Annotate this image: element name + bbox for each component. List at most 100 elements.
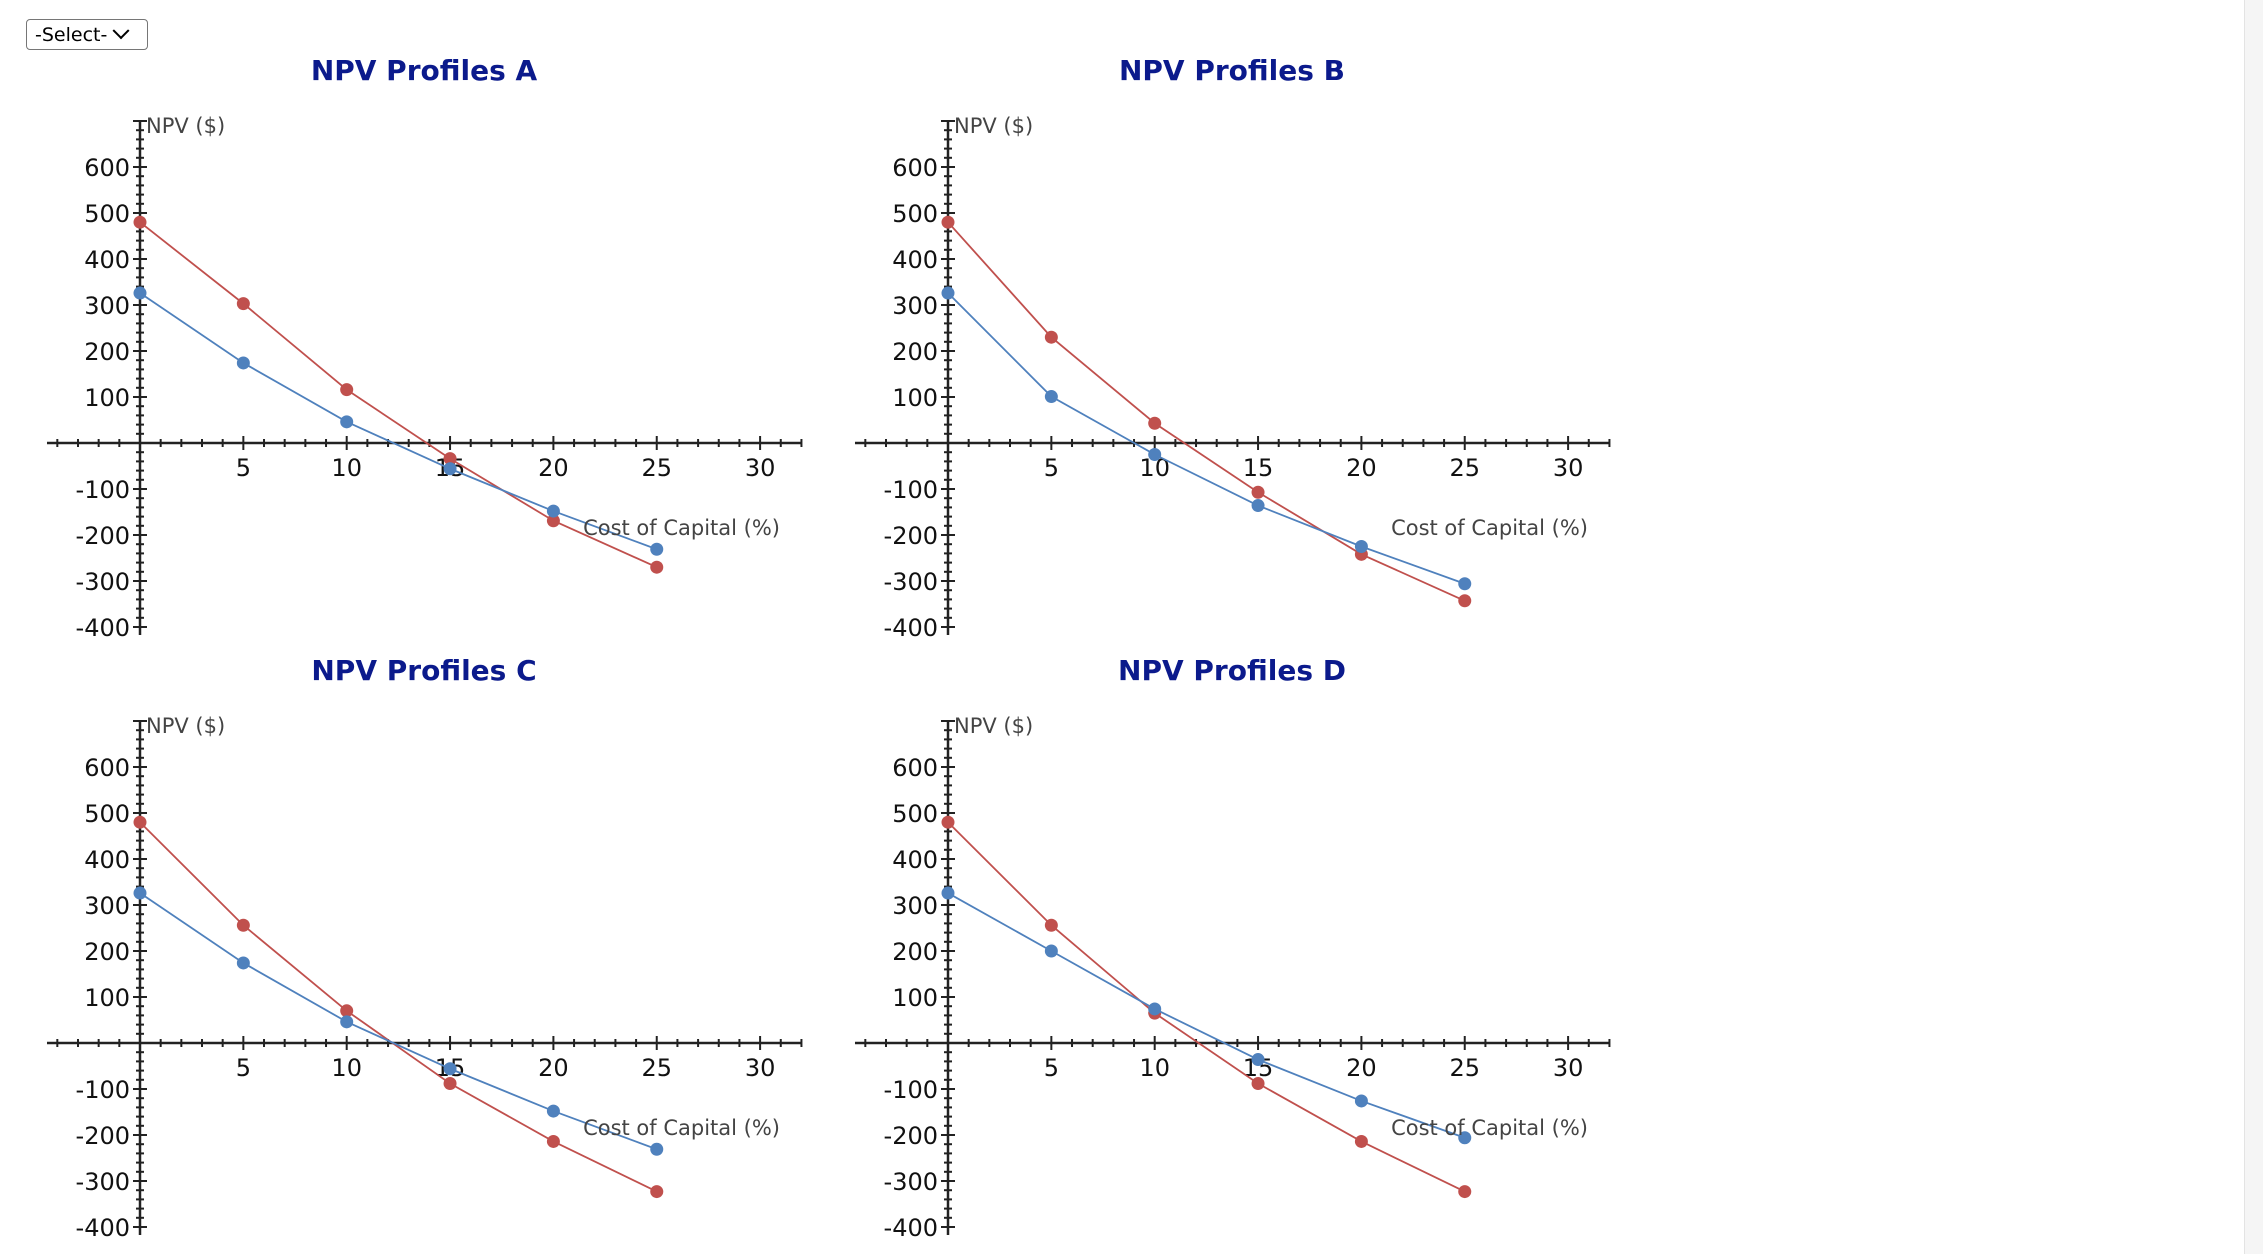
y-tick-label: 100 (84, 384, 130, 412)
data-point (1148, 416, 1162, 430)
data-point (941, 886, 955, 900)
y-tick-label: 300 (84, 892, 130, 920)
data-point (1458, 1131, 1472, 1145)
x-tick-label: 25 (1449, 454, 1480, 482)
x-axis-label: Cost of Capital (%) (583, 1116, 780, 1140)
data-point (443, 462, 457, 476)
data-point (1044, 330, 1058, 344)
y-tick-label: -300 (76, 568, 130, 596)
series-line (139, 221, 658, 569)
x-axis-label: Cost of Capital (%) (1391, 1116, 1588, 1140)
chart-svg: NPV Profiles B5 10 15 20 25 30600500400300200… (854, 54, 1611, 642)
chart-npv-a: NPV Profiles A51015202530600500400300200… (0, 0, 808, 642)
data-point (546, 504, 560, 518)
x-tick-label: 10 (331, 1054, 362, 1082)
data-point (1251, 1053, 1265, 1067)
x-tick-label: 25 (641, 1054, 672, 1082)
data-point (1354, 1094, 1368, 1108)
y-tick-label: 300 (892, 892, 938, 920)
series-line (139, 821, 658, 1193)
select-value: -Select- (35, 23, 108, 46)
y-tick-label: 400 (892, 246, 938, 274)
chart-npv-d: NPV Profiles D 5 10 15 20 25 30 600 500 400 300 200… (808, 600, 1616, 1242)
data-point (236, 297, 250, 311)
y-tick-label: 200 (84, 338, 130, 366)
y-tick-label: 500 (84, 200, 130, 228)
data-point (340, 1004, 354, 1018)
y-tick-label: -300 (884, 568, 938, 596)
x-tick-label: 5 (1044, 454, 1059, 482)
y-tick-label: 400 (892, 846, 938, 874)
x-tick-label: 10 (331, 454, 362, 482)
x-tick-label: 20 (538, 1054, 569, 1082)
scrollbar[interactable] (2244, 0, 2263, 1254)
y-tick-label: -300 (884, 1168, 938, 1196)
x-tick-label: 5 (236, 454, 251, 482)
data-point (236, 918, 250, 932)
data-point (1458, 577, 1472, 591)
y-axis-label: NPV ($) (954, 714, 1033, 738)
y-tick-label: -400 (76, 1214, 130, 1242)
chart-title: NPV Profiles C (311, 654, 536, 687)
series-line (947, 821, 1466, 1193)
x-tick-label: 30 (1553, 1054, 1584, 1082)
data-point (236, 956, 250, 970)
chart-npv-b: NPV Profiles B 5 10 15 20 25 30 600 500 400 300 200… (808, 0, 1616, 642)
x-tick-label: 10 (1139, 1054, 1170, 1082)
y-tick-label: -100 (76, 1076, 130, 1104)
data-point (1354, 1134, 1368, 1148)
chart-svg: NPV Profiles A51015202530600500400300200… (46, 54, 803, 642)
y-tick-label: 500 (892, 800, 938, 828)
data-point (133, 815, 147, 829)
x-tick-label: 30 (745, 1054, 776, 1082)
y-tick-label: 100 (892, 384, 938, 412)
x-axis-label: Cost of Capital (%) (1391, 516, 1588, 540)
y-tick-label: 400 (84, 246, 130, 274)
y-tick-label: -200 (884, 1122, 938, 1150)
x-tick-label: 30 (745, 454, 776, 482)
y-tick-label: 400 (84, 846, 130, 874)
data-point (236, 356, 250, 370)
data-point (546, 1134, 560, 1148)
data-point (1044, 944, 1058, 958)
data-point (1251, 499, 1265, 513)
data-point (941, 815, 955, 829)
data-point (546, 1104, 560, 1118)
x-tick-label: 5 (1044, 1054, 1059, 1082)
data-point (340, 1015, 354, 1029)
y-tick-label: -400 (76, 614, 130, 642)
y-axis-label: NPV ($) (146, 714, 225, 738)
data-point (1458, 1185, 1472, 1199)
data-point (1354, 540, 1368, 553)
x-tick-label: 25 (641, 454, 672, 482)
y-tick-label: 100 (892, 984, 938, 1012)
data-point (133, 886, 147, 900)
y-tick-label: 200 (84, 938, 130, 966)
y-tick-label: 600 (84, 754, 130, 782)
y-tick-label: 300 (892, 292, 938, 320)
y-tick-label: -100 (884, 1076, 938, 1104)
series-line (947, 221, 1466, 602)
data-point (650, 1185, 664, 1199)
data-point (1251, 1076, 1265, 1090)
y-tick-label: 600 (84, 154, 130, 182)
data-point (443, 1062, 457, 1076)
chart-npv-c: NPV Profiles C51015202530600500400300200… (0, 600, 808, 1242)
y-tick-label: -100 (884, 476, 938, 504)
data-point (340, 415, 354, 429)
data-point (443, 452, 457, 466)
data-point (133, 215, 147, 229)
data-point (340, 383, 354, 397)
y-tick-label: -200 (76, 1122, 130, 1150)
y-tick-label: 200 (892, 338, 938, 366)
data-point (941, 215, 955, 229)
chart-svg: NPV Profiles C51015202530600500400300200… (46, 654, 803, 1242)
x-tick-label: 25 (1449, 1054, 1480, 1082)
y-tick-label: 600 (892, 154, 938, 182)
y-tick-label: -300 (76, 1168, 130, 1196)
chart-select-dropdown[interactable]: -Select- (26, 19, 148, 50)
y-axis-label: NPV ($) (146, 114, 225, 138)
y-tick-label: 200 (892, 938, 938, 966)
data-point (941, 286, 955, 300)
data-point (1251, 485, 1265, 499)
